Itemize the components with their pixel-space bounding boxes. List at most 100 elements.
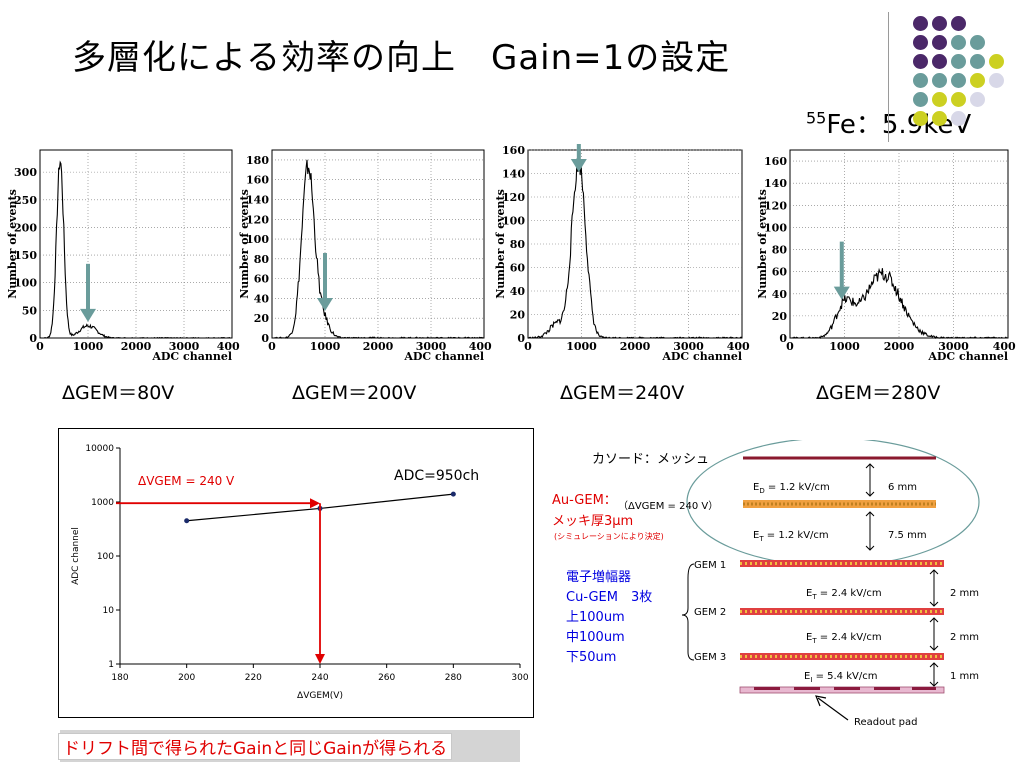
- gem-stack-brace: [681, 563, 695, 661]
- multiplier-line-3: 上100um: [566, 610, 625, 625]
- gem-stack-diagram: カソード：メッシュ ED = 1.2 kV/cm 6 mm Au-GEM： （Δ…: [552, 440, 980, 728]
- et2-gap-label: 2 mm: [950, 588, 979, 599]
- multiplier-line-5: 下50um: [566, 650, 616, 665]
- x-tick-label: 4000: [993, 340, 1016, 353]
- x-tick-label: 3000: [673, 340, 704, 353]
- y-tick-label: 40: [254, 292, 270, 305]
- y-tick-label: 120: [502, 191, 525, 204]
- y-tick-label: 80: [510, 238, 526, 251]
- y-tick-label: 20: [510, 309, 526, 322]
- decor-dot: [913, 73, 928, 88]
- ei-gap-arrow: [929, 662, 939, 687]
- au-gem-vgem: （ΔVGEM = 240 V）: [618, 500, 718, 512]
- gain-point: [450, 491, 456, 497]
- readout-arrow: [817, 697, 849, 721]
- decor-dot: [913, 111, 928, 126]
- y-tick-label: 50: [22, 304, 38, 317]
- x-tick-label: 2000: [884, 340, 915, 353]
- y-tick-label: 0: [779, 332, 787, 345]
- x-tick-label: 3000: [416, 340, 447, 353]
- x-tick-label: 4000: [727, 340, 750, 353]
- readout-label: Readout pad: [854, 717, 918, 728]
- x-tick-label: 240: [311, 673, 328, 683]
- y-tick-label: 100: [97, 552, 114, 562]
- decor-dot: [932, 35, 947, 50]
- decor-dot: [913, 16, 928, 31]
- x-tick-label: 0: [524, 340, 532, 353]
- x-tick-label: 2000: [363, 340, 394, 353]
- source-isotope-mass: 55: [806, 108, 827, 128]
- x-tick-label: 3000: [169, 340, 200, 353]
- y-tick-label: 60: [772, 266, 788, 279]
- et3-gap-label: 2 mm: [950, 632, 979, 643]
- y-tick-label: 60: [510, 262, 526, 275]
- gem1-label: GEM 1: [694, 560, 726, 571]
- histogram-2-label: ΔGEM＝200V: [292, 382, 417, 404]
- x-tick-label: 280: [445, 673, 462, 683]
- decor-dot: [932, 111, 947, 126]
- histogram-4: 0 20 40 60 80 100 120 140 160 0 1000 2000 3000 4000AD…: [756, 149, 1016, 362]
- y-tick-label: 160: [502, 144, 525, 157]
- decor-dot: [989, 73, 1004, 88]
- histogram-3-label: ΔGEM＝240V: [560, 382, 685, 404]
- histogram-1-label: ΔGEM＝80V: [62, 382, 175, 404]
- decor-dot: [989, 54, 1004, 69]
- x-tick-label: 0: [786, 340, 794, 353]
- decor-dot: [970, 92, 985, 107]
- ref-arrowhead-horizontal: [310, 498, 320, 509]
- x-axis-label: ADC channel: [661, 350, 742, 362]
- y-axis-label: ADC channel: [71, 527, 81, 585]
- y-tick-label: 10: [103, 606, 115, 616]
- peak-arrow: [833, 241, 850, 300]
- decor-dot: [913, 54, 928, 69]
- y-tick-label: 40: [772, 288, 788, 301]
- multiplier-line-4: 中100um: [566, 630, 625, 645]
- y-tick-label: 140: [764, 177, 787, 190]
- readout-pads: [754, 687, 936, 690]
- x-tick-label: 300: [511, 673, 528, 683]
- peak-arrow: [570, 144, 587, 172]
- histogram-curve: [527, 156, 742, 339]
- y-tick-label: 120: [246, 213, 269, 226]
- au-gem-thickness: メッキ厚3μm: [552, 514, 633, 529]
- decor-dot: [932, 16, 947, 31]
- decor-dot: [932, 54, 947, 69]
- gain-plot-border: [58, 428, 534, 718]
- gem3-label: GEM 3: [694, 652, 726, 663]
- x-tick-label: 0: [268, 340, 276, 353]
- au-gem-note: (シミュレーションにより決定): [554, 531, 664, 541]
- x-tick-label: 0: [36, 340, 44, 353]
- et3-field-label: ET = 2.4 kV/cm: [806, 632, 882, 645]
- histogram-3: 0 20 40 60 80 100 120 140 160 0 1000 2000 3000 4000AD…: [494, 144, 750, 362]
- au-gem-label: Au-GEM：: [552, 493, 617, 508]
- histogram-4-label: ΔGEM＝280V: [816, 382, 941, 404]
- x-tick-label: 1000: [566, 340, 597, 353]
- y-tick-label: 160: [764, 155, 787, 168]
- decor-dot: [951, 111, 966, 126]
- gem2-label: GEM 2: [694, 607, 726, 618]
- y-tick-label: 160: [246, 174, 269, 187]
- x-tick-label: 220: [245, 673, 262, 683]
- footer-caption: ドリフト間で得られたGainと同じGainが得られる: [58, 733, 453, 760]
- histogram-curve: [790, 267, 1008, 339]
- y-tick-label: 100: [764, 221, 787, 234]
- et1-field-label: ET = 1.2 kV/cm: [753, 530, 829, 543]
- y-axis-label: Number of events: [238, 189, 251, 299]
- adc-annotation: ADC=950ch: [394, 468, 479, 484]
- peak-arrow: [80, 263, 96, 322]
- y-tick-label: 1: [108, 660, 114, 670]
- x-tick-label: 180: [111, 673, 128, 683]
- gain-point: [184, 518, 190, 524]
- histogram-curve: [272, 159, 484, 339]
- decor-dot: [913, 92, 928, 107]
- decor-dot: [970, 54, 985, 69]
- y-tick-label: 120: [764, 199, 787, 212]
- y-axis-label: Number of events: [6, 189, 19, 299]
- multiplier-line-2: Cu-GEM 3枚: [566, 590, 652, 605]
- multiplier-line-1: 電子増幅器: [566, 570, 631, 585]
- decor-dot: [951, 35, 966, 50]
- decor-dot: [951, 54, 966, 69]
- readout-arrowhead: [815, 695, 827, 707]
- y-tick-label: 150: [14, 249, 37, 262]
- y-tick-label: 250: [14, 194, 37, 207]
